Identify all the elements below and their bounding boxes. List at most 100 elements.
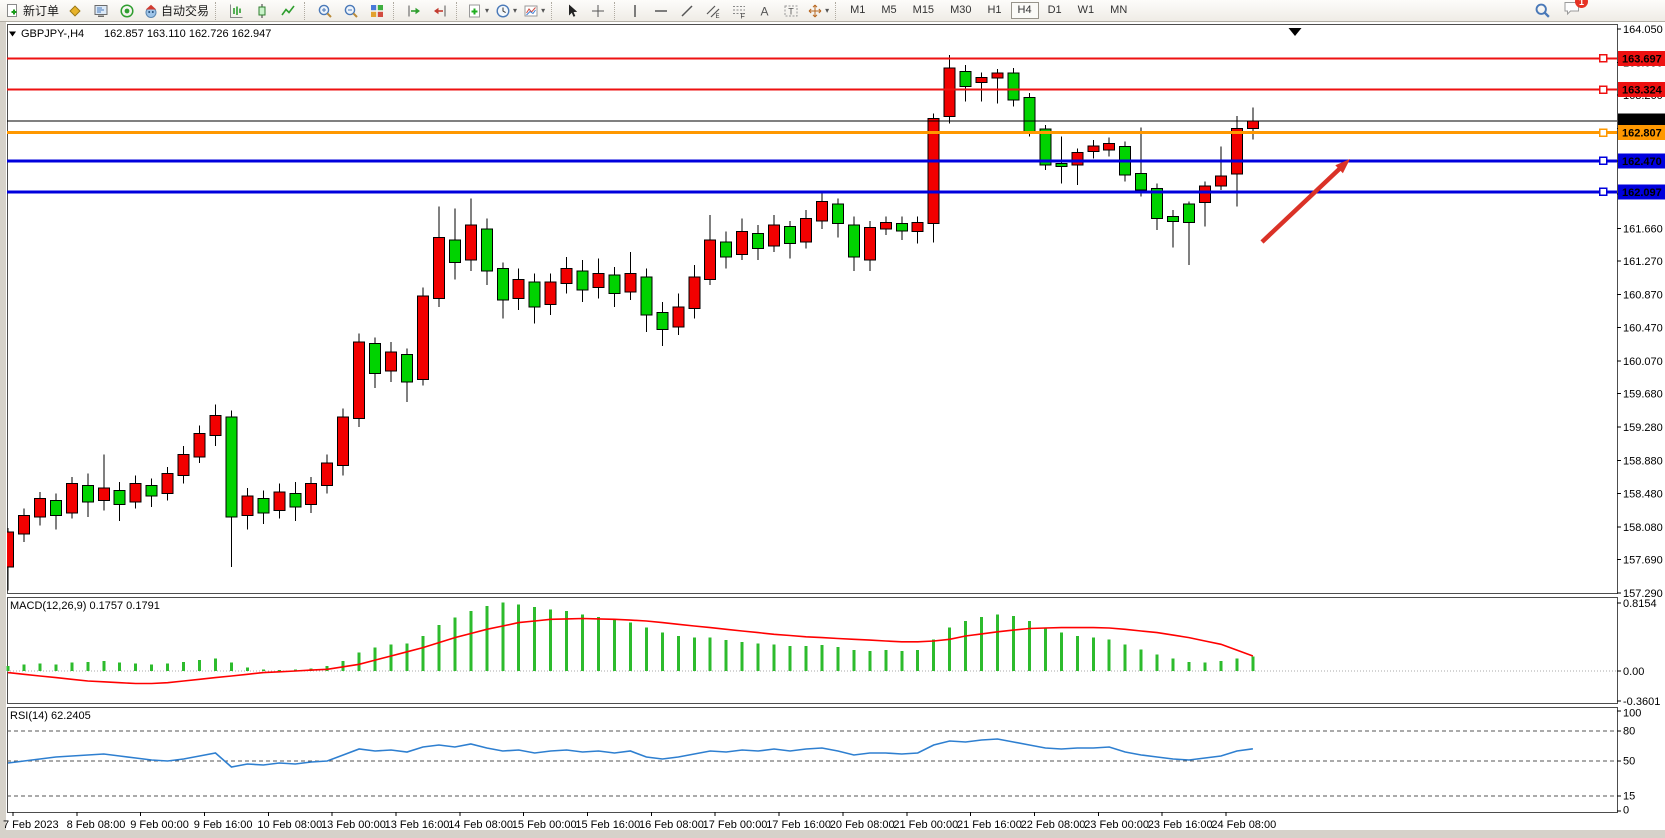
dropdown-caret-icon: ▾: [485, 5, 490, 15]
zoom-in-button[interactable]: [312, 1, 338, 21]
symbols-icon: [69, 4, 81, 17]
candlestick-series: [7, 54, 1259, 591]
tile-windows-button[interactable]: [364, 1, 390, 21]
text-tool-button[interactable]: A: [752, 1, 778, 21]
svg-text:0: 0: [1623, 805, 1629, 817]
new-order-button[interactable]: 新订单: [2, 1, 62, 21]
symbols-button[interactable]: [62, 1, 88, 21]
price-chart[interactable]: 164.050163.650163.260162.860162.470162.0…: [0, 22, 1665, 838]
toolbar-separator: [835, 1, 840, 20]
svg-text:23 Feb 16:00: 23 Feb 16:00: [1148, 819, 1213, 831]
autotrading-button[interactable]: 自动交易: [140, 1, 212, 21]
crosshair-tool-button[interactable]: [585, 1, 611, 21]
svg-text:9 Feb 16:00: 9 Feb 16:00: [194, 819, 253, 831]
channel-tool-button[interactable]: E: [700, 1, 726, 21]
trendline-tool-button[interactable]: [674, 1, 700, 21]
new-order-icon: [7, 3, 17, 17]
shapes-tool-button[interactable]: ▾: [804, 1, 832, 21]
line-handle: [1598, 128, 1608, 137]
chart-template-icon: [524, 5, 538, 16]
zoom-in-icon: [318, 4, 332, 18]
candlestick-mode-button[interactable]: [249, 1, 275, 21]
svg-text:161.270: 161.270: [1623, 256, 1663, 268]
svg-text:15 Feb 00:00: 15 Feb 00:00: [512, 819, 577, 831]
terminal-icon: [94, 4, 108, 17]
fibonacci-icon: F: [733, 5, 746, 19]
svg-text:GBPJPY-,H4: GBPJPY-,H4: [21, 28, 84, 40]
svg-text:100: 100: [1623, 708, 1641, 720]
svg-text:14 Feb 08:00: 14 Feb 08:00: [448, 819, 513, 831]
timeframe-d1[interactable]: D1: [1047, 4, 1062, 16]
timeframe-m30[interactable]: M30: [950, 4, 972, 16]
symbol-dropdown-icon: [9, 31, 16, 37]
svg-text:164.050: 164.050: [1623, 24, 1663, 36]
macd-label: MACD(12,26,9) 0.1757 0.1791: [10, 600, 160, 612]
toolbar-separator: [614, 1, 619, 20]
timeframe-h1[interactable]: H1: [987, 4, 1002, 16]
auto-scroll-button[interactable]: [401, 1, 427, 21]
search-icon[interactable]: [1534, 2, 1551, 19]
svg-text:0.00: 0.00: [1623, 666, 1644, 678]
line-handle: [1598, 187, 1608, 197]
toolbar-separator: [456, 1, 461, 20]
svg-text:0.8154: 0.8154: [1623, 598, 1657, 610]
timeframe-m15[interactable]: M15: [912, 4, 935, 16]
toolbar-separator: [551, 1, 556, 20]
horizontal-line-icon: [655, 9, 668, 12]
dropdown-caret-icon: ▾: [825, 5, 830, 15]
svg-text:21 Feb 00:00: 21 Feb 00:00: [893, 819, 958, 831]
cursor-icon: [569, 4, 578, 17]
svg-text:23 Feb 00:00: 23 Feb 00:00: [1084, 819, 1149, 831]
clock-icon: [496, 3, 510, 18]
rsi-pane: RSI(14) 62.2405 100 80 50 15 0: [7, 708, 1641, 817]
fibonacci-tool-button[interactable]: F: [726, 1, 752, 21]
cursor-tool-button[interactable]: [559, 1, 585, 21]
macd-pane: MACD(12,26,9) 0.1757 0.1791 0.8154 0.00 -0.…: [6, 598, 1660, 708]
horizontal-line-objects[interactable]: [7, 54, 1617, 197]
arrows-shapes-icon: [808, 4, 822, 17]
signals-icon: [120, 3, 134, 18]
dropdown-caret-icon: ▾: [541, 5, 546, 15]
toolbar-separator: [393, 1, 398, 20]
indicators-button[interactable]: ▾: [464, 1, 492, 21]
macd-signal-line: [7, 617, 1254, 685]
periods-button[interactable]: ▾: [492, 1, 520, 21]
svg-text:13 Feb 00:00: 13 Feb 00:00: [321, 819, 386, 831]
chart-shift-marker[interactable]: [1288, 28, 1302, 36]
svg-text:T: T: [788, 6, 794, 16]
toolbar-right-group: 1: [1534, 0, 1663, 21]
svg-text:21 Feb 16:00: 21 Feb 16:00: [957, 819, 1022, 831]
timeframe-m1[interactable]: M1: [850, 4, 866, 16]
indicators-icon: [469, 4, 481, 17]
svg-text:159.280: 159.280: [1623, 422, 1663, 434]
chart-shift-button[interactable]: [427, 1, 453, 21]
vertical-line-tool-button[interactable]: [622, 1, 648, 21]
notifications-button[interactable]: 1: [1563, 0, 1588, 21]
line-chart-mode-button[interactable]: [275, 1, 301, 21]
ohlc-values: 162.857 163.110 162.726 162.947: [104, 28, 271, 40]
svg-text:162.807: 162.807: [1622, 128, 1662, 140]
timeframe-m5[interactable]: M5: [881, 4, 897, 16]
zoom-out-button[interactable]: [338, 1, 364, 21]
chart-title: GBPJPY-,H4 162.857 163.110 162.726 162.94…: [9, 28, 271, 40]
svg-text:163.324: 163.324: [1622, 85, 1663, 97]
timeframe-h4[interactable]: H4: [1010, 2, 1039, 19]
label-tool-button[interactable]: T: [778, 1, 804, 21]
svg-text:159.680: 159.680: [1623, 389, 1663, 401]
signals-button[interactable]: [114, 1, 140, 21]
terminal-button[interactable]: [88, 1, 114, 21]
notification-badge: 1: [1575, 0, 1588, 8]
svg-text:157.290: 157.290: [1623, 588, 1663, 600]
svg-text:-0.3601: -0.3601: [1623, 696, 1660, 708]
timeframe-mn[interactable]: MN: [1110, 4, 1128, 16]
horizontal-line-tool-button[interactable]: [648, 1, 674, 21]
templates-button[interactable]: ▾: [520, 1, 548, 21]
timeframe-w1[interactable]: W1: [1077, 4, 1095, 16]
svg-text:8 Feb 08:00: 8 Feb 08:00: [67, 819, 126, 831]
trend-arrow-annotation[interactable]: [1260, 159, 1350, 244]
chart-shift-icon: [434, 5, 446, 16]
bar-chart-mode-button[interactable]: [223, 1, 249, 21]
vertical-line-icon: [634, 4, 636, 17]
toolbar-separator: [304, 1, 309, 20]
svg-text:F: F: [741, 13, 745, 19]
